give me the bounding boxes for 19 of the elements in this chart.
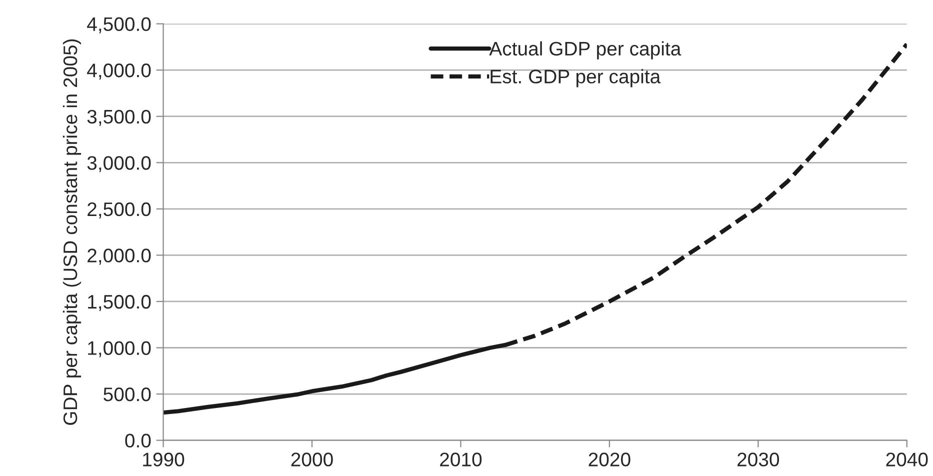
y-axis-title: GDP per capita (USD constant price in 2005)	[62, 39, 82, 425]
x-tick-label: 2000	[291, 452, 333, 466]
legend-label: Est. GDP per capita	[490, 69, 661, 88]
y-tick-label: 2,000.0	[88, 248, 151, 265]
y-tick-label: 1,000.0	[88, 341, 151, 358]
x-tick-label: 1990	[143, 452, 184, 466]
y-tick-label: 4,000.0	[87, 64, 151, 80]
x-tick-label: 2040	[886, 452, 928, 466]
y-tick-label: 3,000.0	[87, 156, 151, 172]
y-tick-label: 2,500.0	[88, 202, 151, 218]
y-tick-label: 1,500.0	[88, 294, 151, 311]
y-tick-label: 3,500.0	[87, 110, 151, 126]
legend-label: Actual GDP per capita	[489, 41, 682, 60]
y-tick-label: 4,500.0	[87, 17, 151, 34]
y-tick-label: 0.0	[125, 434, 151, 448]
y-tick-label: 500.0	[104, 387, 151, 402]
x-tick-label: 2020	[588, 452, 630, 466]
x-tick-label: 2030	[738, 452, 780, 466]
x-tick-label: 2010	[440, 452, 482, 466]
